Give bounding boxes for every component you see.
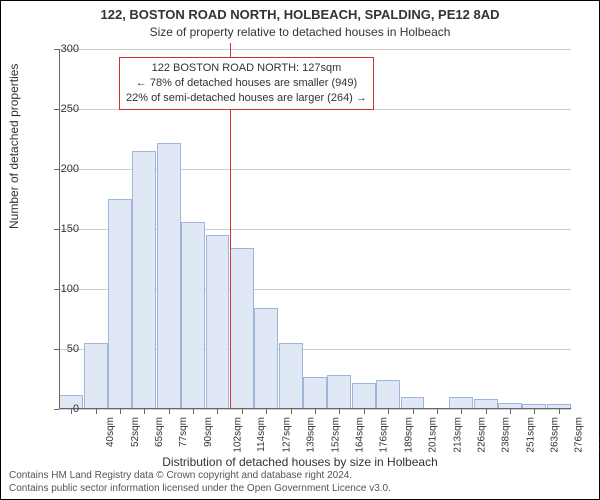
grid-line — [59, 49, 571, 50]
x-tick-label: 77sqm — [178, 417, 189, 447]
histogram-bar — [132, 151, 156, 409]
histogram-bar — [376, 380, 400, 409]
x-tick-mark — [242, 409, 243, 414]
x-tick-mark — [413, 409, 414, 414]
chart-subtitle: Size of property relative to detached ho… — [1, 25, 599, 39]
x-tick-label: 102sqm — [233, 417, 244, 453]
x-tick-mark — [461, 409, 462, 414]
x-axis-line — [59, 408, 571, 409]
x-tick-mark — [510, 409, 511, 414]
histogram-bar — [157, 143, 181, 409]
x-tick-label: 139sqm — [306, 417, 317, 453]
x-tick-label: 127sqm — [281, 417, 292, 453]
x-tick-label: 176sqm — [379, 417, 390, 453]
x-tick-label: 40sqm — [105, 417, 116, 447]
x-tick-label: 52sqm — [130, 417, 141, 447]
y-tick-label: 250 — [51, 103, 79, 115]
x-tick-mark — [315, 409, 316, 414]
x-tick-label: 90sqm — [203, 417, 214, 447]
x-tick-label: 276sqm — [574, 417, 585, 453]
histogram-bar — [303, 377, 327, 409]
y-tick-label: 150 — [51, 223, 79, 235]
x-tick-label: 263sqm — [550, 417, 561, 453]
chart-frame: 122, BOSTON ROAD NORTH, HOLBEACH, SPALDI… — [0, 0, 600, 500]
x-tick-label: 251sqm — [525, 417, 536, 453]
x-tick-mark — [144, 409, 145, 414]
x-tick-mark — [169, 409, 170, 414]
x-tick-mark — [217, 409, 218, 414]
x-tick-mark — [291, 409, 292, 414]
x-tick-label: 152sqm — [330, 417, 341, 453]
x-tick-label: 201sqm — [428, 417, 439, 453]
attribution-text: Contains HM Land Registry data © Crown c… — [9, 470, 391, 495]
plot-area: 122 BOSTON ROAD NORTH: 127sqm← 78% of de… — [59, 49, 571, 409]
y-tick-label: 50 — [51, 343, 79, 355]
y-axis-title: Number of detached properties — [7, 64, 21, 229]
histogram-bar — [181, 222, 205, 409]
annotation-line: ← 78% of detached houses are smaller (94… — [126, 76, 367, 91]
annotation-line: 22% of semi-detached houses are larger (… — [126, 91, 367, 106]
histogram-bar — [230, 248, 254, 409]
x-tick-mark — [559, 409, 560, 414]
x-tick-mark — [364, 409, 365, 414]
y-tick-label: 200 — [51, 163, 79, 175]
x-tick-mark — [437, 409, 438, 414]
x-tick-label: 164sqm — [355, 417, 366, 453]
x-tick-label: 226sqm — [476, 417, 487, 453]
histogram-bar — [206, 235, 230, 409]
chart-title: 122, BOSTON ROAD NORTH, HOLBEACH, SPALDI… — [1, 7, 599, 22]
x-tick-label: 114sqm — [256, 417, 267, 452]
x-tick-mark — [193, 409, 194, 414]
x-tick-label: 238sqm — [501, 417, 512, 453]
x-tick-mark — [120, 409, 121, 414]
attribution-line-1: Contains HM Land Registry data © Crown c… — [9, 470, 391, 483]
histogram-bar — [352, 383, 376, 409]
x-tick-mark — [266, 409, 267, 414]
annotation-box: 122 BOSTON ROAD NORTH: 127sqm← 78% of de… — [119, 57, 374, 110]
x-tick-mark — [534, 409, 535, 414]
x-tick-mark — [388, 409, 389, 414]
histogram-bar — [254, 308, 278, 409]
x-tick-label: 189sqm — [403, 417, 414, 453]
x-tick-label: 65sqm — [154, 417, 165, 447]
x-tick-mark — [339, 409, 340, 414]
y-tick-label: 0 — [51, 403, 79, 415]
y-tick-label: 300 — [51, 43, 79, 55]
x-tick-mark — [486, 409, 487, 414]
histogram-bar — [327, 375, 351, 409]
histogram-bar — [279, 343, 303, 409]
histogram-bar — [84, 343, 108, 409]
annotation-line: 122 BOSTON ROAD NORTH: 127sqm — [126, 61, 367, 76]
attribution-line-2: Contains public sector information licen… — [9, 483, 391, 496]
histogram-bar — [108, 199, 132, 409]
y-tick-label: 100 — [51, 283, 79, 295]
x-axis-title: Distribution of detached houses by size … — [1, 455, 599, 469]
x-tick-label: 213sqm — [452, 417, 463, 453]
x-tick-mark — [96, 409, 97, 414]
